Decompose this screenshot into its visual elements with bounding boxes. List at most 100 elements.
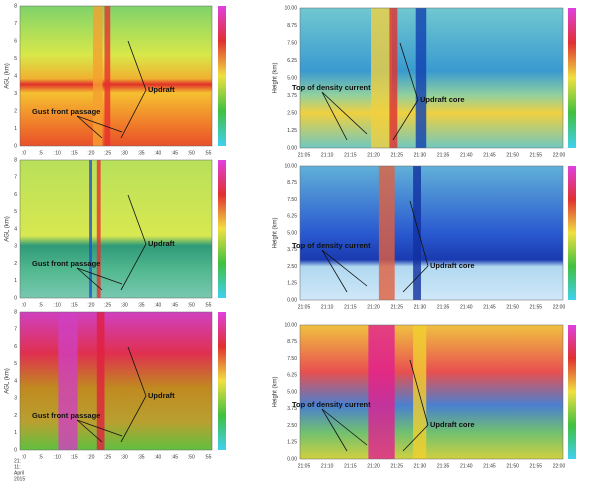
x-tick-label: 21:55 <box>530 152 543 158</box>
x-tick-label: :10 <box>54 150 61 156</box>
y-tick-label: 5 <box>14 209 17 215</box>
y-tick-label: 3 <box>14 91 17 97</box>
x-tick-label: :35 <box>138 454 145 460</box>
x-tick-label: 21:15 <box>344 304 357 310</box>
x-tick-label: :10 <box>54 302 61 308</box>
y-tick-label: 10.00 <box>284 163 297 169</box>
x-tick-label: 21:40 <box>460 152 473 158</box>
heatmap-streak <box>379 166 395 300</box>
colorbar <box>218 160 226 298</box>
x-tick-label: 21:40 <box>460 304 473 310</box>
colorbar <box>218 312 226 450</box>
heatmap-streak <box>89 160 92 298</box>
x-tick-label: 21:15 <box>344 152 357 158</box>
y-tick-label: 2 <box>14 108 17 114</box>
y-tick-label: 6 <box>14 38 17 44</box>
x-tick-label: :0 <box>22 150 26 156</box>
y-axis-label: AGL (km) <box>5 63 11 88</box>
x-tick-label: 21:35 <box>437 304 450 310</box>
y-tick-label: 1.25 <box>287 281 297 287</box>
x-tick-label: 22:00 <box>553 463 566 469</box>
x-tick-label: 21:05 <box>298 152 311 158</box>
x-tick-label: 21:55 <box>530 304 543 310</box>
x-tick-label: 21:35 <box>437 152 450 158</box>
x-tick-label: 21:45 <box>483 304 496 310</box>
y-tick-label: 7 <box>14 175 17 181</box>
x-tick-label: 21:20 <box>367 304 380 310</box>
x-tick-label: :30 <box>121 150 128 156</box>
y-tick-label: 2.50 <box>287 264 297 270</box>
y-tick-label: 4 <box>14 378 17 384</box>
x-tick-label: 21:20 <box>367 152 380 158</box>
x-tick-label: :30 <box>121 302 128 308</box>
y-tick-label: 0.00 <box>287 297 297 303</box>
x-tick-label: :15 <box>71 150 78 156</box>
y-tick-label: 3.75 <box>287 93 297 99</box>
heatmap-streak <box>104 6 110 146</box>
x-tick-label: 21:55 <box>530 463 543 469</box>
x-tick-label: :30 <box>121 454 128 460</box>
x-tick-label: 22:00 <box>553 304 566 310</box>
y-tick-label: 8 <box>14 309 17 315</box>
x-tick-label: 22:00 <box>553 152 566 158</box>
y-tick-label: 0 <box>14 143 17 149</box>
y-tick-label: 10.00 <box>284 322 297 328</box>
y-axis-label: Height (km) <box>273 376 279 407</box>
x-tick-label: :20 <box>87 454 94 460</box>
y-tick-label: 7 <box>14 21 17 27</box>
annotation: Updraft <box>148 85 175 94</box>
x-tick-label: :0 <box>22 302 26 308</box>
x-tick-label: :5 <box>39 150 43 156</box>
time-origin-label: 2015 <box>14 476 25 482</box>
figure: 012345678:0:5:10:15:20:25:30:35:40:45:50… <box>0 0 591 486</box>
colorbar <box>568 8 576 148</box>
x-tick-label: :0 <box>22 454 26 460</box>
y-tick-label: 2.50 <box>287 423 297 429</box>
y-axis-label: AGL (km) <box>5 216 11 241</box>
x-tick-label: 21:45 <box>483 463 496 469</box>
y-tick-label: 6.25 <box>287 214 297 220</box>
x-tick-label: :15 <box>71 302 78 308</box>
x-tick-label: 21:30 <box>414 152 427 158</box>
y-axis-label: Height (km) <box>273 217 279 248</box>
x-tick-label: :25 <box>104 454 111 460</box>
x-tick-label: 21:50 <box>506 304 519 310</box>
annotation: Gust front passage <box>32 411 100 420</box>
y-axis-label: AGL (km) <box>5 368 11 393</box>
x-tick-label: 21:10 <box>321 463 334 469</box>
y-tick-label: 1 <box>14 278 17 284</box>
y-axis-label: Height (km) <box>273 62 279 93</box>
y-tick-label: 10.00 <box>284 5 297 11</box>
y-tick-label: 0 <box>14 447 17 453</box>
x-tick-label: :50 <box>188 302 195 308</box>
y-tick-label: 8 <box>14 3 17 9</box>
y-tick-label: 7.50 <box>287 356 297 362</box>
x-tick-label: 21:10 <box>321 152 334 158</box>
y-tick-label: 1.25 <box>287 128 297 134</box>
annotation: Gust front passage <box>32 107 100 116</box>
x-tick-label: 21:40 <box>460 463 473 469</box>
x-tick-label: :35 <box>138 150 145 156</box>
heatmap-streak <box>97 160 101 298</box>
x-tick-label: :55 <box>205 454 212 460</box>
heatmap <box>20 6 212 146</box>
annotation: Updraft <box>148 391 175 400</box>
annotation: Top of density current <box>292 241 371 250</box>
x-tick-label: :50 <box>188 150 195 156</box>
annotation: Gust front passage <box>32 259 100 268</box>
y-tick-label: 6 <box>14 192 17 198</box>
heatmap-streak <box>389 8 397 148</box>
y-tick-label: 1 <box>14 430 17 436</box>
heatmap <box>20 312 212 450</box>
heatmap <box>20 160 212 298</box>
x-tick-label: :40 <box>154 150 161 156</box>
y-tick-label: 8.75 <box>287 180 297 186</box>
y-tick-label: 5 <box>14 56 17 62</box>
heatmap-streak <box>368 325 394 459</box>
y-tick-label: 1.25 <box>287 440 297 446</box>
x-tick-label: 21:05 <box>298 463 311 469</box>
heatmap-streak <box>58 312 77 450</box>
heatmap <box>300 8 563 148</box>
y-tick-label: 4 <box>14 226 17 232</box>
x-tick-label: :5 <box>39 454 43 460</box>
